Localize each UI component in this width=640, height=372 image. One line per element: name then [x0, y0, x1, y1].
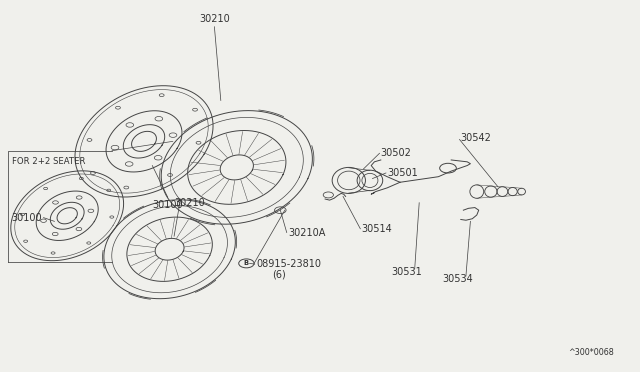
Text: 08915-23810: 08915-23810 — [256, 259, 321, 269]
Text: B: B — [244, 260, 249, 266]
Text: 30210A: 30210A — [288, 228, 325, 237]
Text: ^300*0068: ^300*0068 — [569, 348, 614, 357]
Text: 30210: 30210 — [174, 198, 205, 208]
Text: 30542: 30542 — [461, 134, 492, 143]
Text: 30210: 30210 — [199, 14, 230, 24]
Text: 30514: 30514 — [362, 224, 392, 234]
Text: 30531: 30531 — [391, 267, 422, 277]
Text: 30501: 30501 — [387, 168, 418, 178]
Text: 30502: 30502 — [381, 148, 412, 158]
Text: 30534: 30534 — [442, 274, 473, 284]
Text: 30100: 30100 — [152, 200, 183, 210]
Text: FOR 2+2 SEATER: FOR 2+2 SEATER — [12, 157, 85, 166]
Text: (6): (6) — [272, 269, 285, 279]
Text: 30100: 30100 — [12, 213, 42, 222]
